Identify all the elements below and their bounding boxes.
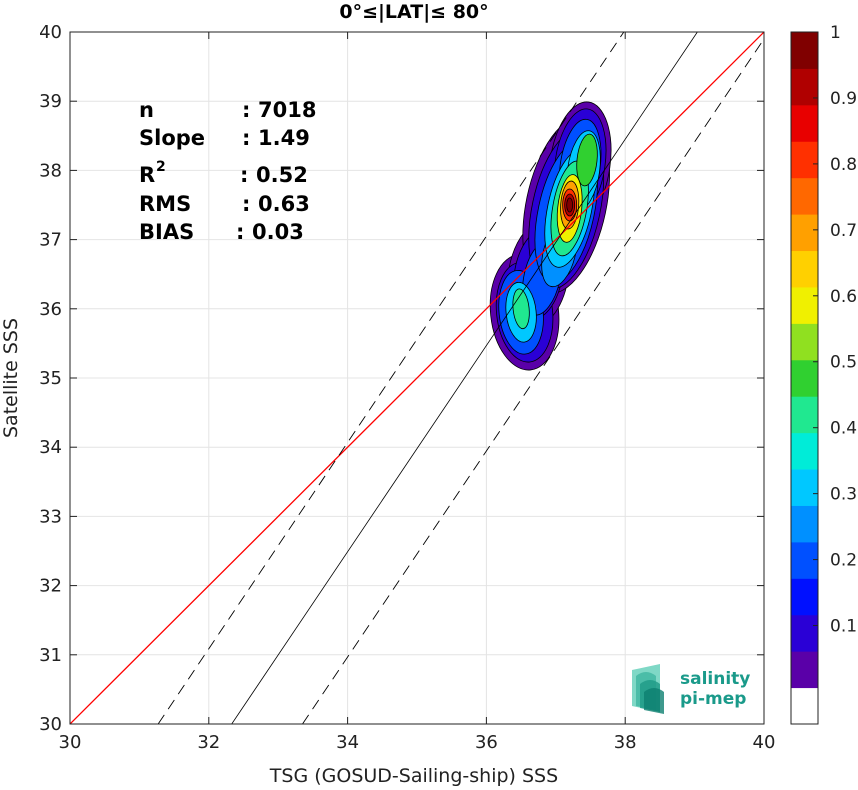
stat-label: n — [139, 98, 154, 122]
y-tick-label: 37 — [39, 230, 62, 251]
chart-title: 0°≤|LAT|≤ 80° — [339, 1, 488, 23]
stat-value: 1.49 — [258, 126, 310, 150]
x-tick-label: 34 — [336, 732, 359, 753]
stat-value: 0.63 — [258, 192, 310, 216]
wave-logo-icon — [632, 664, 664, 714]
fit-upper-dashed-line — [157, 32, 625, 724]
colorbar-segment — [791, 505, 818, 543]
density-contours — [489, 101, 612, 371]
colorbar-tick-label: 0.3 — [830, 485, 857, 505]
colorbar-segment — [791, 541, 818, 579]
y-tick-label: 32 — [39, 576, 62, 597]
fit-line — [231, 32, 698, 724]
colorbar-tick-label: 0.1 — [830, 617, 857, 637]
colorbar-segment — [791, 359, 818, 397]
x-tick-label: 40 — [753, 732, 776, 753]
colorbar-tick-label: 0.4 — [830, 419, 857, 439]
colorbar-segment — [791, 141, 818, 179]
stat-value: 0.52 — [256, 163, 308, 187]
colorbar-segment — [791, 177, 818, 215]
density-contour — [512, 288, 530, 330]
y-tick-label: 38 — [39, 160, 62, 181]
colorbar-tick-label: 0.2 — [830, 551, 857, 571]
colorbar-tick-label: 0.9 — [830, 89, 857, 109]
colorbar-segment — [791, 32, 818, 69]
regression-lines — [70, 32, 764, 724]
colorbar-segment — [791, 469, 818, 506]
grid — [69, 31, 765, 725]
stat-label: BIAS — [139, 220, 194, 244]
colorbar-tick-label: 0.7 — [830, 221, 857, 241]
stat-superscript: 2 — [156, 159, 166, 175]
identity-line — [70, 32, 764, 724]
colorbar-segment — [791, 214, 818, 252]
colorbar-segment — [791, 651, 818, 689]
fit-lower-dashed-line — [302, 38, 764, 724]
x-axis-ticks: 30 32 34 36 38 40 — [59, 32, 776, 753]
y-tick-label: 30 — [39, 714, 62, 735]
stat-label: R — [139, 163, 155, 187]
stat-separator: : — [242, 98, 250, 122]
colorbar-segment — [791, 68, 818, 106]
colorbar-segment — [791, 250, 818, 288]
colorbar-tick-label: 1 — [830, 23, 841, 43]
density-contour — [576, 133, 598, 187]
y-tick-label: 33 — [39, 506, 62, 527]
colorbar-tick-label: 0.5 — [830, 353, 857, 373]
colorbar-segment — [791, 286, 818, 324]
colorbar-segment — [791, 323, 818, 361]
colorbar-segment — [791, 432, 818, 470]
colorbar-segment — [791, 396, 818, 434]
stat-separator: : — [240, 163, 248, 187]
stat-separator: : — [242, 126, 250, 150]
logo-line1: salinity — [680, 669, 750, 689]
stat-value: 0.03 — [252, 220, 304, 244]
x-tick-label: 36 — [475, 732, 498, 753]
colorbar-segment — [791, 614, 818, 652]
colorbar-tick-label: 0.8 — [830, 155, 857, 175]
colorbar-segment — [791, 104, 818, 142]
stats-panel: n: 7018 Slope: 1.49 R 2: 0.52 RMS: 0.63 BIAS:… — [139, 98, 316, 244]
density-contour — [566, 197, 574, 213]
y-tick-label: 39 — [39, 91, 62, 112]
colorbar-tick-label: 0.6 — [830, 287, 857, 307]
colorbar: 0.1 0.2 0.3 0.4 0.5 0.6 0.7 0.8 0.9 1 — [790, 23, 857, 725]
y-tick-label: 34 — [39, 437, 62, 458]
colorbar-segment — [791, 687, 818, 725]
y-tick-label: 31 — [39, 645, 62, 666]
y-axis-ticks: 30 31 32 33 34 35 36 37 38 39 40 — [39, 22, 764, 735]
stat-label: RMS — [139, 192, 191, 216]
stat-value: 7018 — [258, 98, 316, 122]
y-tick-label: 35 — [39, 368, 62, 389]
y-tick-label: 40 — [39, 22, 62, 43]
logo-line2: pi-mep — [680, 689, 746, 709]
stat-separator: : — [242, 192, 250, 216]
colorbar-frame — [790, 31, 819, 725]
stat-label: Slope — [139, 126, 205, 150]
colorbar-segment — [791, 578, 818, 616]
x-tick-label: 32 — [197, 732, 220, 753]
x-tick-label: 30 — [59, 732, 82, 753]
y-tick-label: 36 — [39, 299, 62, 320]
x-axis-title: TSG (GOSUD-Sailing-ship) SSS — [269, 765, 558, 787]
stat-separator: : — [236, 220, 244, 244]
x-tick-label: 38 — [614, 732, 637, 753]
salinity-pi-mep-logo: salinity pi-mep — [632, 664, 750, 714]
y-axis-title: Satellite SSS — [0, 318, 22, 438]
